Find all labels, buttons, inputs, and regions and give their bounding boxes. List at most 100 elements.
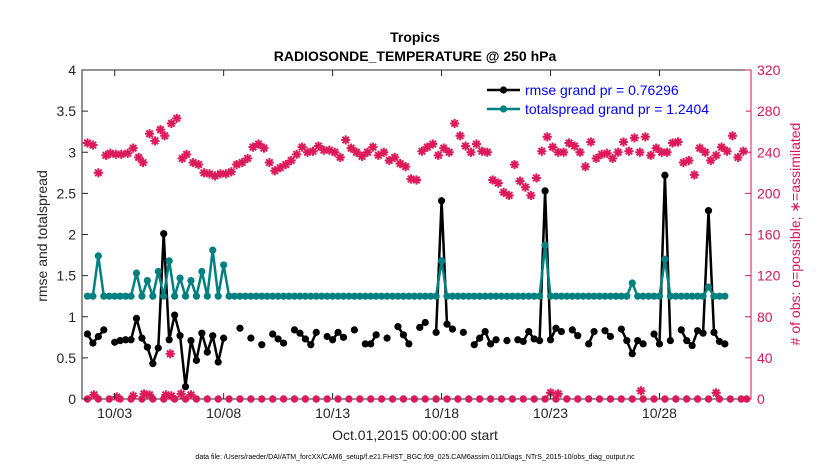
- rmse-point: [171, 311, 179, 319]
- totalspread-point: [198, 267, 206, 276]
- obs-assimilated-point: [181, 149, 192, 159]
- obs-assimilated-point: [308, 146, 318, 156]
- legend-swatch-rmse-marker: [499, 86, 508, 94]
- obs-assimilated-point-core: [174, 115, 180, 121]
- obs-assimilated-point-core: [217, 171, 223, 177]
- totalspread-point: [661, 255, 669, 263]
- y2-axis-label: # of obs: o=possible; ∗=assimilated: [787, 123, 803, 346]
- totalspread-point: [334, 292, 342, 300]
- obs-assimilated-point: [542, 132, 552, 142]
- obs-possible-point: [454, 395, 462, 403]
- obs-possible-point: [628, 395, 636, 403]
- obs-possible-point: [203, 395, 212, 403]
- obs-assimilated-point: [624, 146, 634, 156]
- rmse-point: [187, 337, 195, 345]
- obs-assimilated-point-core: [517, 178, 523, 184]
- obs-assimilated-point-core: [228, 169, 234, 175]
- obs-possible-point: [475, 395, 484, 403]
- x-tick-label: 10/08: [206, 405, 241, 421]
- obs-assimilated-point-core: [547, 390, 554, 396]
- totalspread-point: [372, 292, 380, 300]
- obs-assimilated-point: [635, 147, 645, 157]
- obs-assimilated-point-core: [446, 149, 452, 155]
- obs-assimilated-point-core: [533, 175, 539, 181]
- obs-assimilated-point-core: [337, 154, 343, 160]
- totalspread-point: [574, 292, 582, 300]
- rmse-point: [220, 334, 228, 342]
- obs-assimilated-point-core: [183, 151, 190, 157]
- obs-possible-point: [584, 395, 593, 403]
- obs-assimilated-point: [466, 147, 476, 157]
- rmse-point: [198, 329, 206, 337]
- obs-assimilated-point-core: [713, 152, 719, 158]
- obs-assimilated-point-core: [702, 149, 708, 155]
- totalspread-point: [546, 292, 555, 300]
- totalspread-point: [508, 292, 516, 300]
- obs-assimilated-point: [482, 147, 492, 157]
- totalspread-point: [176, 274, 184, 282]
- obs-possible-point: [595, 395, 604, 403]
- obs-assimilated-point-core: [610, 155, 616, 162]
- totalspread-point: [350, 292, 358, 300]
- obs-assimilated-point-core: [277, 165, 283, 171]
- rmse-point: [546, 336, 555, 344]
- y2-tick-label: 160: [757, 227, 781, 243]
- obs-assimilated-point: [537, 146, 547, 156]
- obs-assimilated-point: [733, 152, 743, 162]
- rmse-point: [514, 336, 522, 344]
- obs-assimilated-point: [292, 149, 302, 159]
- totalspread-point: [601, 292, 609, 300]
- rmse-point: [192, 356, 201, 364]
- totalspread-point: [454, 292, 462, 300]
- y-tick-label: 3: [68, 144, 76, 160]
- obs-possible-point: [323, 395, 331, 403]
- totalspread-point: [443, 292, 451, 300]
- totalspread-point: [187, 276, 195, 285]
- totalspread-point: [149, 292, 157, 300]
- rmse-point: [503, 337, 511, 345]
- totalspread-point: [497, 292, 506, 300]
- x-tick-label: 10/13: [315, 405, 350, 421]
- totalspread-point: [236, 292, 244, 300]
- obs-assimilated-point-core: [294, 151, 300, 157]
- rmse-point: [203, 348, 211, 356]
- totalspread-point: [405, 292, 413, 300]
- obs-possible-point: [225, 395, 233, 403]
- totalspread-point: [214, 292, 222, 300]
- obs-assimilated-point: [123, 148, 133, 158]
- rmse-point: [476, 334, 484, 342]
- obs-assimilated-point: [428, 139, 438, 149]
- rmse-point: [383, 334, 391, 342]
- y-tick-label: 4: [68, 62, 76, 78]
- obs-possible-point: [726, 395, 734, 403]
- obs-possible-point: [563, 395, 571, 403]
- rmse-point: [269, 330, 277, 338]
- obs-assimilated-point-core: [95, 170, 101, 176]
- rmse-point: [459, 328, 467, 336]
- totalspread-point: [94, 252, 102, 260]
- totalspread-point: [612, 292, 620, 300]
- obs-assimilated-point-core: [620, 139, 627, 145]
- totalspread-point: [329, 292, 337, 300]
- rmse-point: [89, 339, 97, 347]
- obs-assimilated-point-core: [550, 144, 556, 150]
- obs-assimilated-point-core: [511, 161, 518, 168]
- obs-assimilated-point: [390, 152, 400, 162]
- obs-assimilated-point-core: [691, 172, 697, 178]
- obs-possible-point: [704, 395, 713, 403]
- obs-assimilated-point-core: [566, 140, 572, 146]
- totalspread-point: [595, 292, 604, 300]
- rmse-point: [536, 337, 544, 345]
- obs-assimilated-point-core: [321, 147, 327, 153]
- rmse-point: [334, 328, 342, 336]
- totalspread-point: [655, 292, 664, 300]
- obs-possible-point: [356, 395, 364, 403]
- obs-assimilated-point-core: [604, 150, 610, 156]
- totalspread-point: [132, 269, 141, 277]
- totalspread-point: [154, 267, 162, 276]
- obs-assimilated-point-core: [250, 144, 256, 150]
- obs-assimilated-point: [89, 390, 99, 400]
- obs-assimilated-point: [112, 392, 122, 402]
- obs-assimilated-point: [471, 139, 482, 149]
- obs-possible-point: [693, 395, 702, 403]
